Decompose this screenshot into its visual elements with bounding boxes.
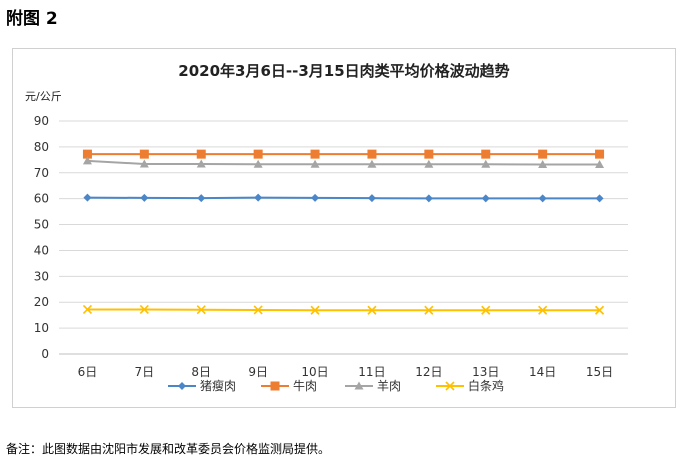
data-point [310, 305, 320, 315]
x-tick-label: 11日 [358, 365, 385, 379]
page-heading: 附图 2 [6, 9, 58, 29]
data-point [139, 149, 149, 159]
series-1 [82, 149, 605, 159]
legend-label: 羊肉 [377, 378, 401, 393]
x-tick-label: 8日 [191, 365, 211, 379]
series-0 [83, 193, 604, 203]
y-tick-label: 40 [34, 243, 49, 257]
series-line [87, 196, 600, 200]
y-axis-unit-label: 元/公斤 [25, 90, 62, 103]
x-tick-label: 9日 [248, 365, 268, 379]
data-point [481, 305, 491, 315]
data-point [196, 149, 206, 159]
chart-title: 2020年3月6日--3月15日肉类平均价格波动趋势 [178, 62, 509, 80]
x-tick-label: 14日 [529, 365, 556, 379]
data-point [481, 194, 490, 203]
data-point [82, 304, 93, 315]
x-tick-label: 7日 [135, 365, 155, 379]
data-point [367, 305, 377, 315]
data-point [310, 159, 320, 168]
data-point [367, 159, 377, 168]
x-tick-label: 15日 [586, 365, 613, 379]
data-point [595, 149, 605, 159]
data-point [595, 194, 604, 203]
data-point [311, 193, 320, 202]
data-point [538, 159, 548, 168]
data-point [139, 159, 149, 168]
legend-marker [178, 382, 186, 390]
data-point [254, 193, 263, 202]
y-tick-label: 70 [34, 166, 49, 180]
series-line [87, 159, 600, 166]
data-point [196, 159, 206, 168]
x-tick-label: 10日 [301, 365, 328, 379]
series-3 [82, 304, 605, 315]
data-point [83, 193, 92, 202]
data-point [196, 305, 206, 315]
legend: 猪瘦肉 牛肉 羊肉 白条鸡 [168, 378, 504, 393]
data-point [424, 194, 433, 203]
data-point [424, 149, 434, 159]
legend-item: 白条鸡 [436, 378, 504, 393]
data-point [253, 149, 263, 159]
data-point [481, 159, 491, 168]
y-axis-ticks: 0 10 20 30 40 50 60 70 80 90 [34, 114, 49, 361]
legend-item: 羊肉 [345, 378, 401, 393]
data-point [197, 194, 206, 203]
legend-item: 猪瘦肉 [168, 378, 236, 393]
data-point [594, 305, 605, 315]
data-point [481, 149, 491, 159]
legend-marker [270, 381, 280, 391]
legend-item: 牛肉 [261, 378, 317, 393]
y-tick-label: 0 [41, 347, 49, 361]
x-axis-ticks: 6日 7日 8日 9日 10日 11日 12日 13日 14日 15日 [78, 365, 614, 379]
data-point [538, 305, 548, 315]
data-point [140, 193, 149, 202]
x-tick-label: 12日 [415, 365, 442, 379]
y-tick-label: 60 [34, 192, 49, 206]
legend-marker [445, 381, 455, 391]
data-point [538, 149, 548, 159]
legend-label: 猪瘦肉 [200, 378, 236, 393]
legend-label: 牛肉 [293, 378, 317, 393]
x-tick-label: 13日 [472, 365, 499, 379]
x-tick-label: 6日 [78, 365, 98, 379]
footnote: 备注：此图数据由沈阳市发展和改革委员会价格监测局提供。 [6, 442, 331, 456]
y-tick-label: 10 [34, 321, 49, 335]
data-point [595, 159, 605, 168]
data-point [139, 304, 149, 315]
data-point [310, 149, 320, 159]
data-point [253, 159, 263, 168]
y-tick-label: 90 [34, 114, 49, 128]
data-point [367, 149, 377, 159]
series-line [87, 308, 600, 312]
plot-area [82, 149, 605, 315]
y-tick-label: 80 [34, 140, 49, 154]
series-2 [82, 156, 605, 168]
data-point [424, 159, 434, 168]
data-point [367, 194, 376, 203]
y-tick-label: 30 [34, 269, 49, 283]
y-tick-label: 20 [34, 295, 49, 309]
line-chart: 2020年3月6日--3月15日肉类平均价格波动趋势 元/公斤 0 10 20 30 4… [25, 62, 628, 393]
data-point [538, 194, 547, 203]
legend-label: 白条鸡 [468, 378, 504, 393]
data-point [253, 305, 263, 315]
legend-marker [354, 381, 364, 390]
data-point [424, 305, 434, 315]
y-tick-label: 50 [34, 218, 49, 232]
chart-frame: 2020年3月6日--3月15日肉类平均价格波动趋势 元/公斤 0 10 20 30 4… [12, 48, 676, 408]
data-point [82, 149, 92, 159]
data-point [82, 156, 92, 165]
